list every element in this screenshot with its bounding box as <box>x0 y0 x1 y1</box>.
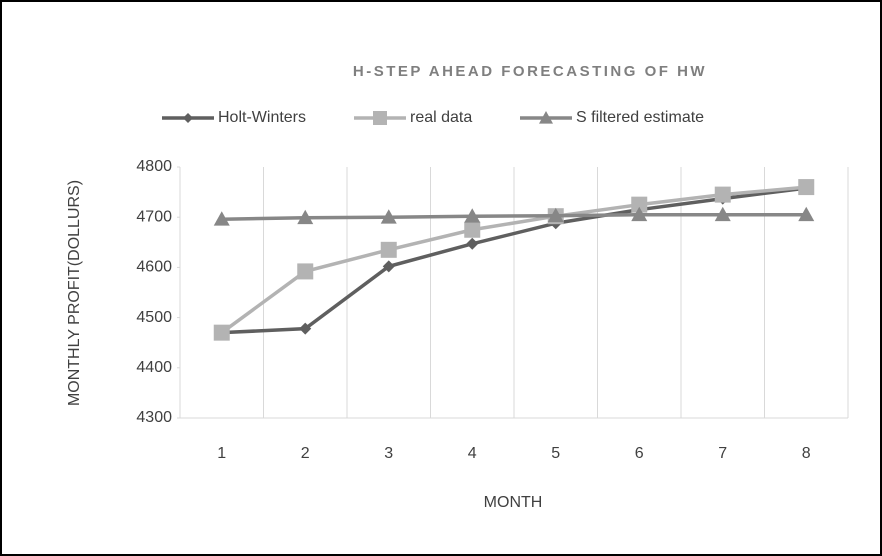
y-tick-label: 4700 <box>136 208 172 225</box>
chart-title: H-STEP AHEAD FORECASTING OF HW <box>353 63 707 80</box>
marker <box>380 241 397 258</box>
x-tick-label: 1 <box>217 445 226 462</box>
marker <box>464 208 481 223</box>
x-tick-label: 4 <box>468 445 477 462</box>
series-line <box>221 212 807 221</box>
x-tick-label: 7 <box>718 445 727 462</box>
legend-label: real data <box>410 109 472 126</box>
marker <box>213 324 230 341</box>
marker <box>183 113 193 123</box>
y-tick-label: 4400 <box>136 359 172 376</box>
x-tick-label: 2 <box>301 445 310 462</box>
marker <box>373 111 387 125</box>
series-line <box>220 185 807 335</box>
marker <box>380 209 397 224</box>
marker <box>714 186 731 203</box>
marker <box>297 209 314 225</box>
x-tick-label: 6 <box>635 445 644 462</box>
marker <box>631 196 648 213</box>
marker <box>714 206 731 222</box>
marker <box>299 322 312 335</box>
legend-label: S filtered estimate <box>576 109 704 126</box>
marker <box>382 260 395 273</box>
marker <box>539 111 553 124</box>
marker <box>798 206 815 222</box>
x-tick-label: 3 <box>384 445 393 462</box>
y-axis-title: MONTHLY PROFIT(DOLLURS) <box>66 180 83 406</box>
x-tick-label: 8 <box>802 445 811 462</box>
y-tick-label: 4300 <box>136 409 172 426</box>
marker <box>464 221 481 238</box>
y-tick-label: 4600 <box>136 259 172 276</box>
marker <box>466 237 479 250</box>
marker <box>798 179 815 196</box>
marker <box>547 207 564 223</box>
marker <box>297 263 314 280</box>
y-tick-label: 4500 <box>136 309 172 326</box>
legend-label: Holt-Winters <box>218 109 306 126</box>
x-tick-label: 5 <box>551 445 560 462</box>
series-line <box>221 186 807 335</box>
marker <box>631 206 648 222</box>
y-tick-label: 4800 <box>136 158 172 175</box>
x-axis-title: MONTH <box>484 494 543 511</box>
marker <box>213 211 230 226</box>
